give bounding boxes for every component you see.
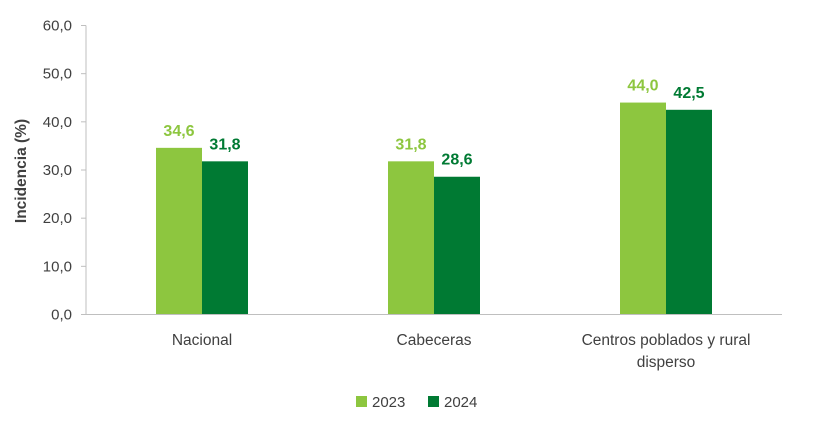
legend-swatch [428, 396, 439, 407]
bar-2023-2 [620, 102, 666, 315]
data-label: 31,8 [209, 136, 240, 153]
y-axis: 0,0 10,0 20,0 30,0 40,0 50,0 60,0 [43, 18, 87, 324]
data-label: 34,6 [163, 123, 194, 140]
y-tick-label: 20,0 [43, 210, 72, 227]
data-label: 31,8 [395, 136, 426, 153]
data-label: 42,5 [673, 85, 704, 102]
y-tick-label: 0,0 [51, 307, 72, 324]
y-tick-label: 40,0 [43, 114, 72, 131]
bar-2024-2 [666, 109, 712, 315]
x-category-label: disperso [637, 354, 696, 371]
legend-swatch [356, 396, 367, 407]
bars [156, 102, 712, 315]
y-tick-label: 30,0 [43, 162, 72, 179]
legend-label: 2023 [372, 394, 405, 411]
data-label: 28,6 [441, 152, 472, 169]
legend: 2023 2024 [356, 394, 477, 411]
x-category-label: Cabeceras [397, 332, 472, 349]
y-tick-label: 50,0 [43, 66, 72, 83]
y-tick-label: 60,0 [43, 18, 72, 35]
y-tick-label: 10,0 [43, 258, 72, 275]
x-category-label: Centros poblados y rural [582, 332, 751, 349]
bar-2024-0 [202, 161, 248, 315]
y-axis-label: Incidencia (%) [13, 119, 30, 223]
legend-label: 2024 [444, 394, 477, 411]
bar-2023-1 [388, 161, 434, 315]
data-labels: 34,6 31,8 31,8 28,6 44,0 42,5 [163, 78, 704, 169]
data-label: 44,0 [627, 78, 658, 95]
bar-2024-1 [434, 176, 480, 315]
x-category-label: Nacional [172, 332, 232, 349]
x-axis-categories: Nacional Cabeceras Centros poblados y rura… [172, 332, 751, 371]
bar-2023-0 [156, 147, 202, 315]
